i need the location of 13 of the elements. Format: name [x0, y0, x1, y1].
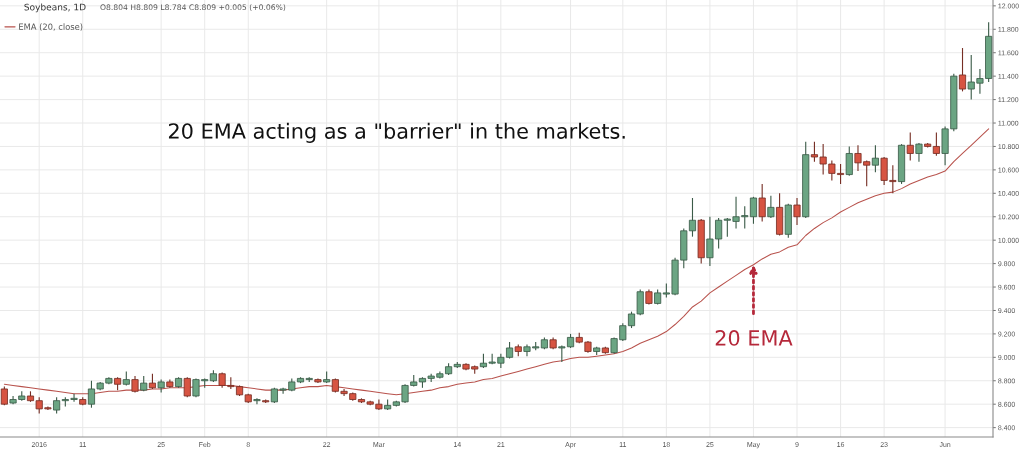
candlestick — [958, 47, 967, 92]
candlestick — [906, 131, 914, 162]
candlestick — [253, 397, 261, 405]
chart-title: Soybeans, 1D — [24, 3, 86, 13]
candlestick — [845, 145, 853, 177]
candlestick — [793, 197, 801, 226]
candlestick — [767, 195, 775, 219]
candlestick — [871, 144, 879, 173]
annotation: 20 EMA — [715, 330, 793, 346]
candlestick — [758, 183, 766, 222]
legend-label: EMA (20, close) — [19, 23, 83, 31]
candlestick — [932, 131, 940, 157]
annotation: 20 EMA acting as a "barrier" in the markets. — [168, 122, 625, 143]
